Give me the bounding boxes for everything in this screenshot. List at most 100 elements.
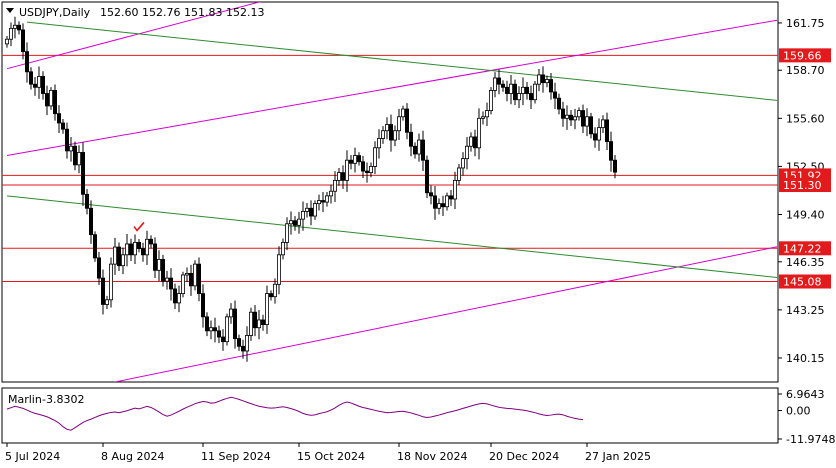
- candle: [404, 103, 409, 140]
- candle-body: [128, 243, 133, 256]
- candle-body: [224, 316, 229, 343]
- candle-body: [121, 254, 126, 267]
- candle: [344, 150, 349, 192]
- candle: [545, 75, 550, 88]
- candle-body: [448, 195, 453, 200]
- candle-body: [109, 263, 114, 301]
- candle-body: [392, 130, 397, 141]
- oscillator-line: [6, 396, 584, 431]
- trendline: [6, 195, 778, 278]
- candle-body: [57, 113, 62, 124]
- candle: [581, 104, 586, 133]
- indicator-name: Marlin: [8, 393, 42, 406]
- symbol-label: USDJPY,Daily: [19, 6, 91, 19]
- candle-body: [601, 119, 606, 129]
- level-tag-label: 151.30: [783, 179, 822, 192]
- candle-body: [33, 83, 38, 88]
- candle: [609, 131, 614, 172]
- candle: [49, 87, 54, 110]
- candle-body: [300, 210, 305, 220]
- candle: [400, 105, 405, 121]
- candle-body: [220, 336, 225, 343]
- price-tick-label: 149.40: [786, 208, 825, 221]
- candle-body: [256, 319, 261, 329]
- time-tick-label: 15 Oct 2024: [297, 450, 365, 463]
- candle-body: [284, 223, 289, 243]
- candle: [264, 285, 269, 334]
- candle: [496, 69, 501, 95]
- candle: [208, 320, 213, 340]
- candle-body: [316, 200, 321, 205]
- candle-body: [380, 130, 385, 139]
- candle-body: [360, 161, 365, 172]
- candle-body: [49, 90, 54, 107]
- level-tag: [779, 178, 831, 193]
- ohlc-readout: 152.60 152.76 151.83 152.13: [100, 6, 264, 19]
- candle-body: [200, 293, 205, 318]
- candle-body: [228, 308, 233, 318]
- candle: [184, 267, 189, 282]
- candle-body: [77, 152, 82, 166]
- candle: [77, 145, 82, 174]
- price-tick-label: 161.75: [786, 17, 825, 30]
- candle: [252, 304, 257, 337]
- candle-body: [320, 200, 325, 203]
- candle: [28, 67, 33, 90]
- candle-body: [428, 192, 433, 197]
- candle-body: [45, 93, 50, 107]
- candle: [216, 325, 221, 344]
- candle: [300, 201, 305, 231]
- indicator-axis: 6.9643 0.00 -11.9748: [778, 388, 835, 446]
- candle-body: [204, 316, 209, 332]
- candle-body: [593, 133, 598, 141]
- candle: [593, 127, 598, 148]
- candle: [388, 114, 393, 152]
- candle: [364, 162, 369, 183]
- candle-body: [125, 243, 130, 256]
- candle: [557, 93, 562, 115]
- candle: [200, 284, 205, 328]
- candle: [380, 126, 385, 144]
- symbol-menu-triangle-icon[interactable]: [6, 8, 14, 13]
- candle: [444, 192, 449, 211]
- candle-body: [73, 145, 78, 166]
- candle-body: [400, 108, 405, 118]
- candle-body: [89, 207, 94, 236]
- candle-body: [388, 124, 393, 141]
- candle: [176, 285, 181, 313]
- candle-body: [164, 277, 169, 282]
- candle: [436, 198, 441, 215]
- candle: [468, 132, 473, 152]
- candle-body: [28, 71, 33, 85]
- candle: [113, 237, 118, 275]
- candle-body: [452, 179, 457, 200]
- candle-body: [85, 193, 90, 209]
- candle-body: [468, 136, 473, 147]
- candles: [5, 16, 618, 362]
- candle-body: [8, 27, 13, 40]
- candle: [488, 87, 493, 115]
- candle-body: [492, 77, 497, 91]
- candle: [613, 154, 618, 179]
- candle-body: [292, 220, 297, 226]
- candle: [597, 118, 602, 151]
- trendlines: [6, 2, 778, 382]
- candle: [121, 247, 126, 275]
- candle: [97, 252, 102, 285]
- candle-body: [53, 90, 58, 115]
- candle-body: [232, 308, 237, 339]
- candle: [148, 235, 153, 249]
- candle: [272, 278, 277, 304]
- candle: [244, 326, 249, 362]
- candle: [16, 21, 21, 35]
- candle-body: [416, 139, 421, 155]
- candle: [376, 129, 381, 159]
- candle-body: [609, 141, 614, 161]
- candle: [589, 112, 594, 139]
- candle: [432, 185, 437, 220]
- candle: [492, 72, 497, 98]
- candle: [521, 77, 526, 106]
- candle: [517, 86, 522, 109]
- candle: [585, 108, 590, 137]
